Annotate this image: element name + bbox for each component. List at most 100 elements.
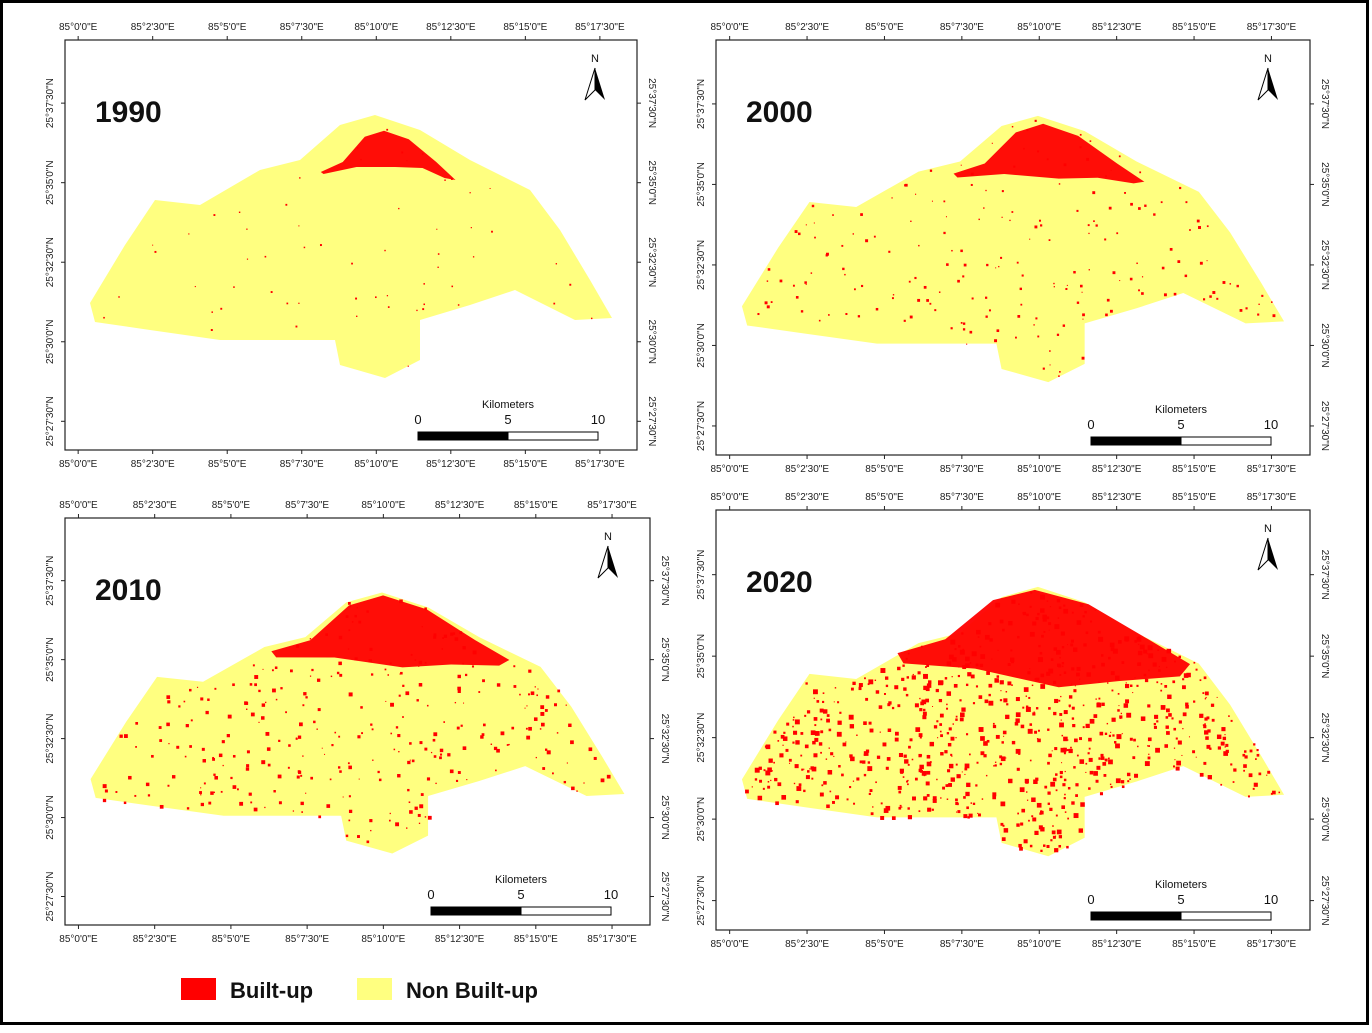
scale-unit: Kilometers xyxy=(1155,404,1207,416)
built-up-patch xyxy=(1063,163,1067,167)
built-up-patch xyxy=(1217,746,1222,750)
built-up-patch xyxy=(1032,712,1036,716)
built-up-patch xyxy=(433,755,437,758)
built-up-patch xyxy=(1148,669,1150,672)
built-up-patch xyxy=(135,746,137,748)
legend-swatch xyxy=(181,978,216,1000)
built-up-patch xyxy=(972,702,976,705)
longitude-label: 85°12'30"E xyxy=(435,500,485,511)
built-up-patch xyxy=(1229,283,1232,285)
built-up-patch xyxy=(856,734,858,736)
built-up-patch xyxy=(1083,643,1087,647)
built-up-patch xyxy=(1049,606,1052,608)
built-up-patch xyxy=(493,746,498,751)
built-up-patch xyxy=(554,703,557,707)
built-up-patch xyxy=(880,668,886,673)
built-up-patch xyxy=(898,752,904,758)
built-up-patch xyxy=(443,721,446,723)
built-up-patch xyxy=(897,704,901,708)
built-up-patch xyxy=(820,751,822,754)
longitude-label: 85°5'0"E xyxy=(865,464,904,475)
built-up-patch xyxy=(884,676,889,680)
built-up-patch xyxy=(1166,731,1170,735)
built-up-patch xyxy=(1008,621,1013,626)
built-up-patch xyxy=(837,701,840,704)
built-up-patch xyxy=(821,784,824,787)
built-up-patch xyxy=(184,755,187,758)
built-up-patch xyxy=(1121,785,1125,789)
built-up-patch xyxy=(932,798,937,803)
built-up-patch xyxy=(959,717,964,722)
built-up-patch xyxy=(176,745,180,749)
built-up-patch xyxy=(948,654,954,660)
built-up-patch xyxy=(526,735,531,740)
built-up-patch xyxy=(398,694,401,697)
built-up-patch xyxy=(103,316,105,319)
longitude-label: 85°15'0"E xyxy=(503,22,547,33)
built-up-patch xyxy=(1011,684,1013,686)
built-up-patch xyxy=(904,184,907,187)
built-up-patch xyxy=(1126,712,1132,718)
built-up-patch xyxy=(1047,728,1050,731)
built-up-patch xyxy=(1232,781,1235,783)
built-up-patch xyxy=(946,798,949,800)
built-up-patch xyxy=(1058,606,1062,610)
built-up-patch xyxy=(964,763,970,769)
built-up-patch xyxy=(1168,713,1172,717)
latitude-label: 25°35'0"N xyxy=(1319,634,1330,679)
built-up-patch xyxy=(946,263,949,266)
built-up-patch xyxy=(1074,738,1078,743)
map-panel: 85°0'0"E85°0'0"E85°2'30"E85°2'30"E85°5'0… xyxy=(696,492,1330,950)
longitude-label: 85°5'0"E xyxy=(208,22,247,33)
longitude-label: 85°10'0"E xyxy=(354,459,398,470)
built-up-patch xyxy=(565,704,567,706)
built-up-patch xyxy=(1195,756,1197,758)
built-up-patch xyxy=(1136,637,1142,642)
built-up-patch xyxy=(1144,204,1147,207)
built-up-patch xyxy=(966,806,969,810)
built-up-patch xyxy=(1102,762,1107,766)
built-up-patch xyxy=(1112,734,1115,737)
built-up-patch xyxy=(757,795,763,801)
built-up-patch xyxy=(1104,732,1108,735)
built-up-patch xyxy=(395,726,399,729)
built-up-patch xyxy=(1001,216,1003,218)
built-up-patch xyxy=(236,788,239,791)
built-up-patch xyxy=(992,792,997,797)
built-up-patch xyxy=(1049,350,1051,352)
built-up-patch xyxy=(946,707,949,710)
built-up-patch xyxy=(972,802,976,805)
built-up-patch xyxy=(201,747,205,751)
built-up-patch xyxy=(569,283,572,286)
built-up-patch xyxy=(830,752,834,756)
built-up-patch xyxy=(426,777,431,781)
built-up-patch xyxy=(407,760,411,765)
built-up-patch xyxy=(894,737,899,742)
latitude-label: 25°35'0"N xyxy=(696,162,707,207)
built-up-patch xyxy=(918,733,923,737)
built-up-patch xyxy=(1054,848,1059,853)
built-up-patch xyxy=(770,301,773,303)
built-up-patch xyxy=(909,315,913,319)
built-up-patch xyxy=(450,632,454,636)
built-up-patch xyxy=(841,244,844,247)
built-up-patch xyxy=(1165,716,1169,719)
built-up-patch xyxy=(1256,753,1260,757)
built-up-patch xyxy=(951,676,953,678)
built-up-patch xyxy=(433,633,437,637)
built-up-patch xyxy=(1253,743,1256,746)
latitude-label: 25°35'0"N xyxy=(659,637,670,682)
built-up-patch xyxy=(936,778,938,781)
built-up-patch xyxy=(1108,759,1113,765)
built-up-patch xyxy=(588,747,593,752)
built-up-patch xyxy=(860,284,864,288)
built-up-patch xyxy=(1076,754,1079,757)
built-up-patch xyxy=(837,720,842,725)
built-up-patch xyxy=(1124,191,1126,194)
built-up-patch xyxy=(1221,727,1226,732)
built-up-patch xyxy=(287,766,290,769)
built-up-patch xyxy=(1058,844,1062,848)
scale-bar xyxy=(507,431,599,441)
built-up-patch xyxy=(437,253,440,255)
longitude-label: 85°0'0"E xyxy=(59,500,98,511)
